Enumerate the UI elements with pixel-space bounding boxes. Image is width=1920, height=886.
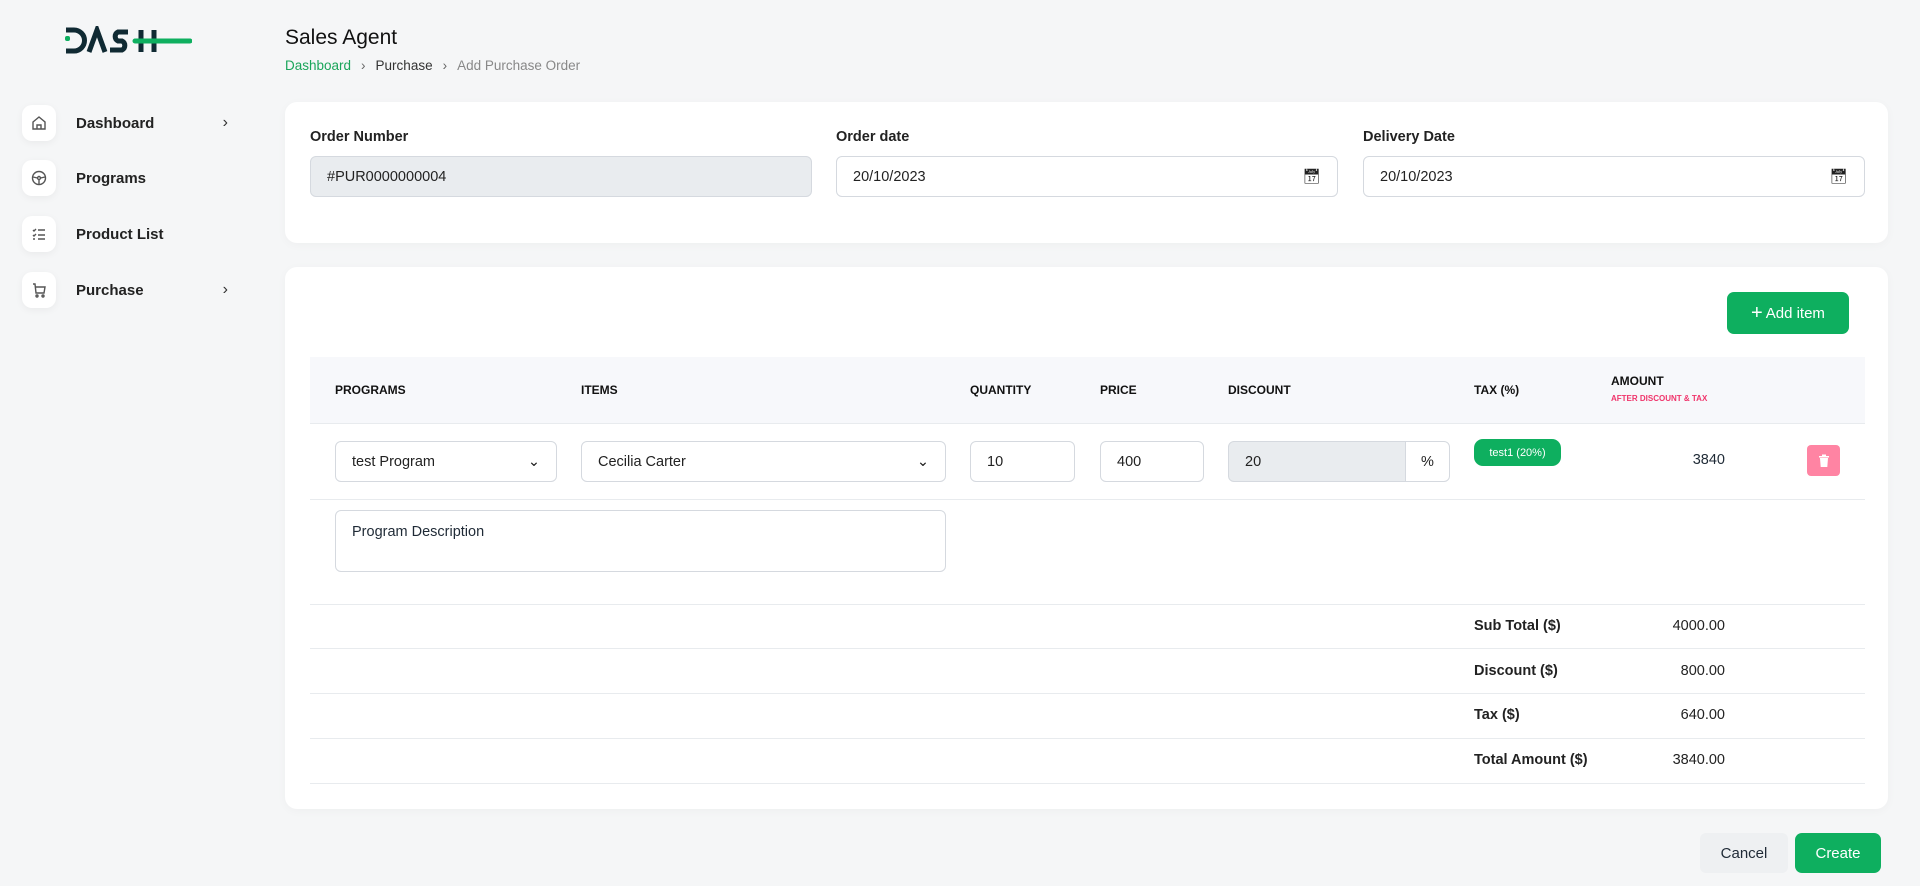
divider <box>310 738 1865 739</box>
header-items: ITEMS <box>581 383 618 397</box>
order-number-field: #PUR0000000004 <box>310 156 812 197</box>
order-number-label: Order Number <box>310 129 409 145</box>
chevron-right-icon: › <box>222 281 228 298</box>
delivery-date-label: Delivery Date <box>1363 129 1455 145</box>
chevron-right-icon: › <box>222 114 228 131</box>
order-date-label: Order date <box>836 129 910 145</box>
tax-total-value: 640.00 <box>1680 707 1725 723</box>
sidebar-item-purchase[interactable]: Purchase › <box>22 272 232 308</box>
chevron-right-icon: › <box>361 58 366 73</box>
row-amount: 3840 <box>1692 452 1725 468</box>
order-date-input[interactable]: 20/10/2023 📅︎ <box>836 156 1338 197</box>
header-price: PRICE <box>1100 383 1137 397</box>
discount-total-value: 800.00 <box>1680 663 1725 679</box>
header-quantity: QUANTITY <box>970 383 1032 397</box>
header-tax: TAX (%) <box>1474 383 1520 397</box>
checklist-icon <box>22 216 56 252</box>
header-amount: AMOUNT <box>1611 374 1664 388</box>
delete-row-button[interactable] <box>1807 445 1840 476</box>
discount-input[interactable]: 20 <box>1228 441 1406 482</box>
chevron-down-icon: ⌄ <box>916 453 929 470</box>
header-programs: PROGRAMS <box>335 383 406 397</box>
divider <box>310 693 1865 694</box>
sidebar-item-programs[interactable]: Programs <box>22 160 232 196</box>
dash-logo <box>65 26 192 54</box>
discount-total-label: Discount ($) <box>1474 663 1558 679</box>
header-discount: DISCOUNT <box>1228 383 1291 397</box>
chevron-down-icon: ⌄ <box>527 453 540 470</box>
sidebar-item-dashboard[interactable]: Dashboard › <box>22 105 232 141</box>
divider <box>310 783 1865 784</box>
program-description-textarea[interactable]: Program Description <box>335 510 946 572</box>
cart-icon <box>22 272 56 308</box>
home-icon <box>22 105 56 141</box>
tax-badge: test1 (20%) <box>1474 439 1561 466</box>
subtotal-value: 4000.00 <box>1672 618 1725 634</box>
steering-wheel-icon <box>22 160 56 196</box>
plus-icon: + <box>1751 301 1763 324</box>
trash-icon <box>1818 454 1829 467</box>
quantity-input[interactable]: 10 <box>970 441 1075 482</box>
delivery-date-input[interactable]: 20/10/2023 📅︎ <box>1363 156 1865 197</box>
create-button[interactable]: Create <box>1795 833 1881 873</box>
chevron-right-icon: › <box>442 58 448 73</box>
price-input[interactable]: 400 <box>1100 441 1204 482</box>
calendar-icon[interactable]: 📅︎ <box>1829 169 1848 185</box>
tax-total-label: Tax ($) <box>1474 707 1520 723</box>
sidebar-item-product-list[interactable]: Product List <box>22 216 232 252</box>
item-select[interactable]: Cecilia Carter ⌄ <box>581 441 946 482</box>
subtotal-label: Sub Total ($) <box>1474 618 1561 634</box>
divider <box>310 604 1865 605</box>
divider <box>310 499 1865 500</box>
divider <box>310 648 1865 649</box>
program-select[interactable]: test Program ⌄ <box>335 441 557 482</box>
breadcrumb-current: Add Purchase Order <box>457 58 581 73</box>
page-title: Sales Agent <box>285 26 398 49</box>
breadcrumb-dashboard[interactable]: Dashboard <box>285 58 352 73</box>
cancel-button[interactable]: Cancel <box>1700 833 1788 873</box>
header-amount-subtitle: AFTER DISCOUNT & TAX <box>1611 394 1708 403</box>
total-amount-value: 3840.00 <box>1672 752 1725 768</box>
discount-unit: % <box>1405 441 1450 482</box>
calendar-icon[interactable]: 📅︎ <box>1302 169 1321 185</box>
total-amount-label: Total Amount ($) <box>1474 752 1588 768</box>
add-item-button[interactable]: + Add item <box>1727 292 1849 334</box>
table-header <box>310 357 1865 424</box>
breadcrumb: Dashboard › Purchase › Add Purchase Order <box>285 58 580 73</box>
breadcrumb-purchase[interactable]: Purchase <box>375 58 433 73</box>
